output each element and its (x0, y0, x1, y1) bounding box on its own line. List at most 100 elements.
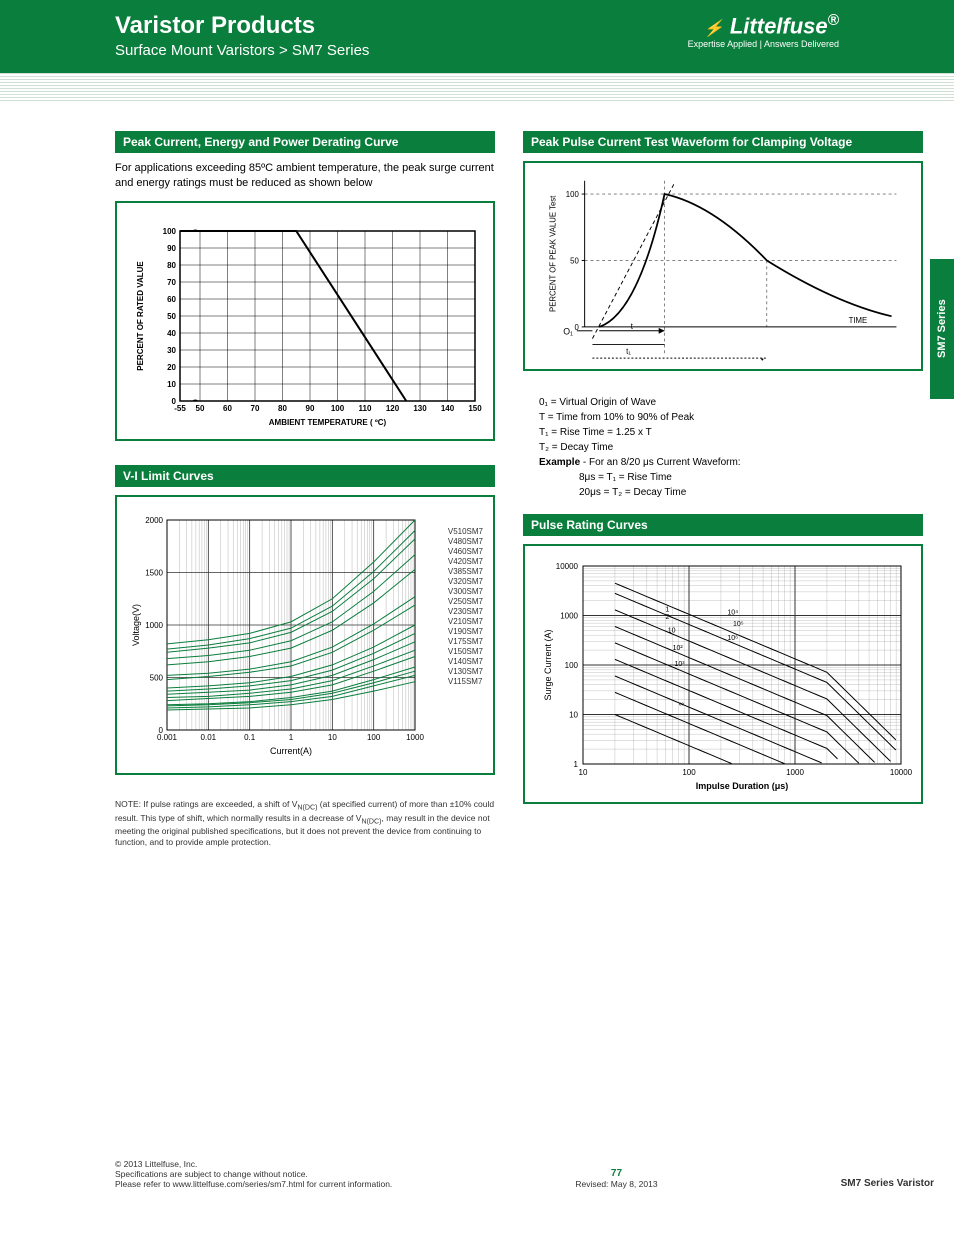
svg-text:110: 110 (359, 404, 372, 413)
vi-series-labels: V510SM7V480SM7V460SM7V420SM7V385SM7V320S… (448, 527, 483, 687)
def-T: T = Time from 10% to 90% of Peak (539, 410, 923, 425)
svg-text:1000: 1000 (145, 621, 163, 630)
waveform-definitions: 0₁ = Virtual Origin of Wave T = Time fro… (539, 395, 923, 500)
breadcrumb: Surface Mount Varistors > SM7 Series (115, 42, 369, 59)
svg-text:150: 150 (468, 404, 482, 413)
svg-text:100: 100 (565, 661, 579, 670)
svg-text:t: t (631, 322, 634, 331)
svg-text:100: 100 (367, 733, 381, 742)
example-decay: 20μs = T₂ = Decay Time (579, 485, 923, 500)
svg-text:60: 60 (223, 404, 232, 413)
vi-chart: 0.0010.010.111010010000500100015002000Cu… (115, 495, 495, 775)
svg-text:10²: 10² (673, 645, 684, 652)
svg-text:50: 50 (570, 256, 579, 265)
page-number: 77 (575, 1168, 657, 1179)
svg-text:40: 40 (167, 329, 176, 338)
section-title-vi: V-I Limit Curves (115, 465, 495, 487)
svg-text:100: 100 (682, 768, 696, 777)
page-header: Varistor Products Surface Mount Varistor… (0, 0, 954, 73)
svg-text:20: 20 (167, 363, 176, 372)
svg-text:10: 10 (167, 380, 176, 389)
section-title-pulse: Pulse Rating Curves (523, 514, 923, 536)
svg-text:TIME: TIME (849, 316, 868, 325)
logo-tagline: Expertise Applied | Answers Delivered (688, 39, 839, 49)
svg-text:1: 1 (665, 607, 669, 614)
pulse-chart: 10100100010000110100100010000121010²10³1… (523, 544, 923, 804)
footer: © 2013 Littelfuse, Inc. Specifications a… (0, 1149, 954, 1209)
svg-text:t₁: t₁ (626, 347, 631, 356)
svg-text:10⁴: 10⁴ (727, 609, 738, 616)
svg-text:PERCENT OF PEAK VALUE Test: PERCENT OF PEAK VALUE Test (548, 195, 557, 312)
derating-chart: 0102030405060708090100-55506070809010011… (115, 201, 495, 441)
svg-text:-55: -55 (174, 404, 186, 413)
svg-text:50: 50 (167, 312, 176, 321)
footer-product: SM7 Series Varistor (841, 1178, 934, 1189)
svg-text:30: 30 (167, 346, 176, 355)
hatch-band (0, 73, 954, 101)
section-title-derating: Peak Current, Energy and Power Derating … (115, 131, 495, 153)
svg-text:O₁: O₁ (563, 327, 573, 337)
footer-link: Please refer to www.littelfuse.com/serie… (115, 1179, 392, 1189)
logo-name: Littelfuse (730, 13, 828, 38)
svg-text:10000: 10000 (556, 562, 579, 571)
svg-text:130: 130 (413, 404, 427, 413)
svg-text:10000: 10000 (890, 768, 913, 777)
svg-text:⌢: ⌢ (192, 395, 199, 406)
svg-text:1500: 1500 (145, 568, 163, 577)
copyright: © 2013 Littelfuse, Inc. (115, 1159, 392, 1169)
svg-text:AMBIENT TEMPERATURE ( ºC): AMBIENT TEMPERATURE ( ºC) (269, 418, 387, 427)
svg-text:0.1: 0.1 (244, 733, 256, 742)
def-origin: 0₁ = Virtual Origin of Wave (539, 395, 923, 410)
svg-text:60: 60 (167, 295, 176, 304)
vi-note: NOTE: If pulse ratings are exceeded, a s… (115, 799, 495, 849)
svg-text:10: 10 (668, 628, 676, 635)
svg-text:1000: 1000 (560, 612, 578, 621)
svg-text:PERCENT OF RATED VALUE: PERCENT OF RATED VALUE (136, 260, 145, 370)
svg-text:70: 70 (167, 278, 176, 287)
svg-text:2000: 2000 (145, 516, 163, 525)
svg-text:500: 500 (150, 673, 164, 682)
svg-text:Impulse Duration (μs): Impulse Duration (μs) (696, 781, 789, 791)
footer-disclaimer: Specifications are subject to change wit… (115, 1169, 392, 1179)
derating-intro: For applications exceeding 85ºC ambient … (115, 161, 495, 191)
example-rise: 8μs = T₁ = Rise Time (579, 470, 923, 485)
svg-text:70: 70 (251, 404, 260, 413)
svg-text:10: 10 (328, 733, 337, 742)
section-title-waveform: Peak Pulse Current Test Waveform for Cla… (523, 131, 923, 153)
svg-text:•: • (761, 355, 764, 361)
svg-text:0.01: 0.01 (201, 733, 217, 742)
logo: ⚡ Littelfuse® Expertise Applied | Answer… (688, 12, 839, 49)
side-tab: SM7 Series (930, 259, 954, 399)
svg-text:10: 10 (569, 711, 578, 720)
svg-text:1: 1 (574, 760, 579, 769)
svg-text:1: 1 (289, 733, 294, 742)
svg-text:0: 0 (159, 726, 164, 735)
svg-text:10³: 10³ (675, 661, 686, 668)
example-label: Example (539, 457, 580, 468)
svg-text:10⁵: 10⁵ (733, 621, 744, 628)
svg-text:80: 80 (167, 261, 176, 270)
def-T2: T₂ = Decay Time (539, 440, 923, 455)
svg-text:80: 80 (278, 404, 287, 413)
svg-text:140: 140 (441, 404, 455, 413)
svg-text:2: 2 (665, 614, 669, 621)
svg-text:10: 10 (579, 768, 588, 777)
example-text: - For an 8/20 μs Current Waveform: (580, 457, 740, 468)
svg-text:10⁶: 10⁶ (727, 635, 738, 642)
svg-text:100: 100 (566, 190, 580, 199)
svg-text:1000: 1000 (406, 733, 424, 742)
svg-text:1000: 1000 (786, 768, 804, 777)
svg-text:100: 100 (163, 227, 177, 236)
svg-text:90: 90 (306, 404, 315, 413)
svg-text:100: 100 (331, 404, 345, 413)
svg-text:120: 120 (386, 404, 400, 413)
svg-text:∞: ∞ (679, 701, 684, 708)
svg-text:Voltage(V): Voltage(V) (131, 604, 141, 646)
svg-text:Surge Current (A): Surge Current (A) (543, 629, 553, 700)
waveform-chart: 050100O₁tt₁•TIMEPERCENT OF PEAK VALUE Te… (523, 161, 923, 371)
svg-text:90: 90 (167, 244, 176, 253)
revised-date: Revised: May 8, 2013 (575, 1179, 657, 1189)
page-title: Varistor Products (115, 12, 369, 40)
svg-text:Current(A): Current(A) (270, 746, 312, 756)
def-T1: T₁ = Rise Time = 1.25 x T (539, 425, 923, 440)
